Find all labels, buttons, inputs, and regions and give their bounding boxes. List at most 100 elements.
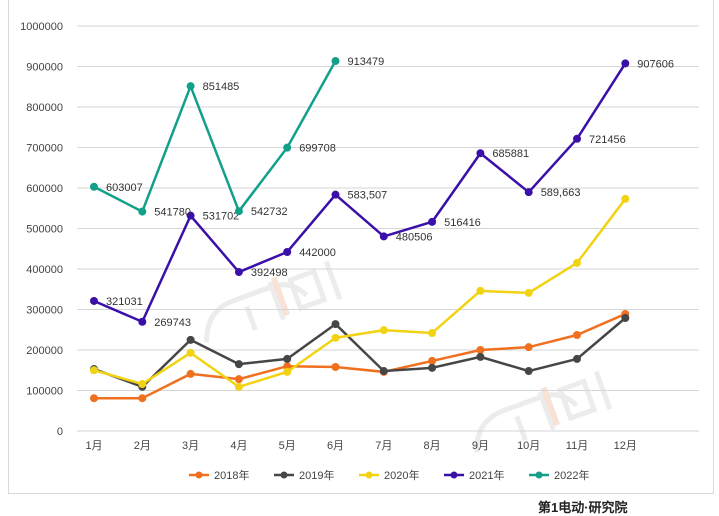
line-chart: 0 100000 200000 300000 400000 500000 600000 700… [20,21,699,482]
data-label: 685881 [492,148,529,160]
data-label: 392498 [251,267,288,279]
data-label: 442000 [299,247,336,259]
series-line-2019年 [93,317,627,389]
watermark-logo [474,370,613,453]
x-tick-label: 7月 [375,440,392,452]
data-point [524,343,533,352]
data-point [138,207,147,216]
x-tick-label: 12月 [614,440,637,452]
data-point [476,149,485,158]
data-label: 583,507 [348,190,388,202]
y-tick-label: 200000 [26,345,63,357]
y-tick-label: 900000 [26,62,63,74]
data-point [234,207,243,216]
legend-marker [280,471,288,479]
data-point [283,367,292,376]
data-point [379,326,388,335]
data-point [331,333,340,342]
data-point [283,247,292,256]
data-point [90,394,98,403]
data-point [331,320,340,329]
series-line-2020年 [93,198,627,389]
data-point [186,369,195,378]
data-point [186,348,195,357]
data-point [573,134,581,143]
data-point [138,394,147,403]
x-tick-label: 5月 [279,440,296,452]
data-point [283,362,292,371]
data-point [621,194,630,203]
x-tick-label: 9月 [472,440,489,452]
x-tick-label: 3月 [182,440,199,452]
data-point [331,57,340,66]
y-tick-label: 300000 [26,305,63,317]
data-point [186,211,195,220]
y-tick-label: 700000 [26,143,63,155]
x-tick-label: 10月 [517,440,540,452]
y-tick-label: 100000 [26,386,63,398]
x-tick-label: 11月 [566,440,588,452]
data-label: 269743 [154,317,191,329]
legend-marker [450,471,458,479]
data-point [90,366,98,375]
data-label: 480506 [396,231,433,243]
data-label: 542732 [251,206,288,218]
data-point [476,352,485,361]
data-point [331,190,340,199]
data-label: 603007 [106,182,143,194]
y-tick-label: 400000 [26,264,63,276]
legend-marker [365,471,373,479]
data-label: 913479 [348,56,385,68]
data-point [90,182,98,191]
legend-label: 2021年 [469,468,504,482]
x-tick-label: 8月 [424,440,441,452]
data-point [234,375,243,384]
y-tick-label: 800000 [26,102,63,114]
series-line-2021年 [93,62,627,324]
x-tick-label: 2月 [134,440,151,452]
data-point [90,296,98,305]
data-point [186,335,195,344]
data-point [428,217,437,226]
y-tick-label: 500000 [26,224,63,236]
data-point [186,82,195,91]
data-point [331,363,340,372]
data-label: 541780 [154,207,191,219]
data-point [573,258,581,267]
data-point [476,286,485,295]
data-point [283,354,292,363]
series-line-2022年 [93,60,337,213]
legend-marker [195,471,203,479]
data-point [428,328,437,337]
data-point [283,143,292,152]
data-point [428,356,437,365]
x-tick-label: 1月 [85,440,102,452]
data-label: 531702 [203,211,240,223]
chart-frame: 0 100000 200000 300000 400000 500000 600000 700… [8,0,714,494]
data-point [621,314,630,323]
brand-logo: 第1电动·研究院 [538,500,628,515]
data-point [573,331,581,340]
legend-label: 2022年 [554,468,589,482]
data-point [524,367,533,376]
y-tick-label: 1000000 [20,21,63,33]
y-tick-label: 600000 [26,183,63,195]
x-tick-label: 4月 [230,440,247,452]
data-point [234,268,243,277]
data-label: 721456 [589,134,626,146]
series-line-2018年 [94,312,626,400]
data-label: 516416 [444,217,481,229]
data-point [428,363,437,372]
data-point [524,288,533,297]
data-point [234,360,243,369]
data-point [234,382,243,391]
data-point [476,346,485,354]
data-label: 321031 [106,296,143,308]
data-point [573,354,581,363]
data-label: 589,663 [541,187,581,199]
data-point [379,232,388,241]
legend-marker [535,471,543,479]
y-tick-label: 0 [57,426,63,438]
x-tick-label: 6月 [327,440,344,452]
legend-label: 2020年 [384,468,419,482]
